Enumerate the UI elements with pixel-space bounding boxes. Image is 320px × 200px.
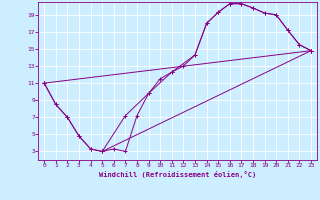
X-axis label: Windchill (Refroidissement éolien,°C): Windchill (Refroidissement éolien,°C) bbox=[99, 171, 256, 178]
